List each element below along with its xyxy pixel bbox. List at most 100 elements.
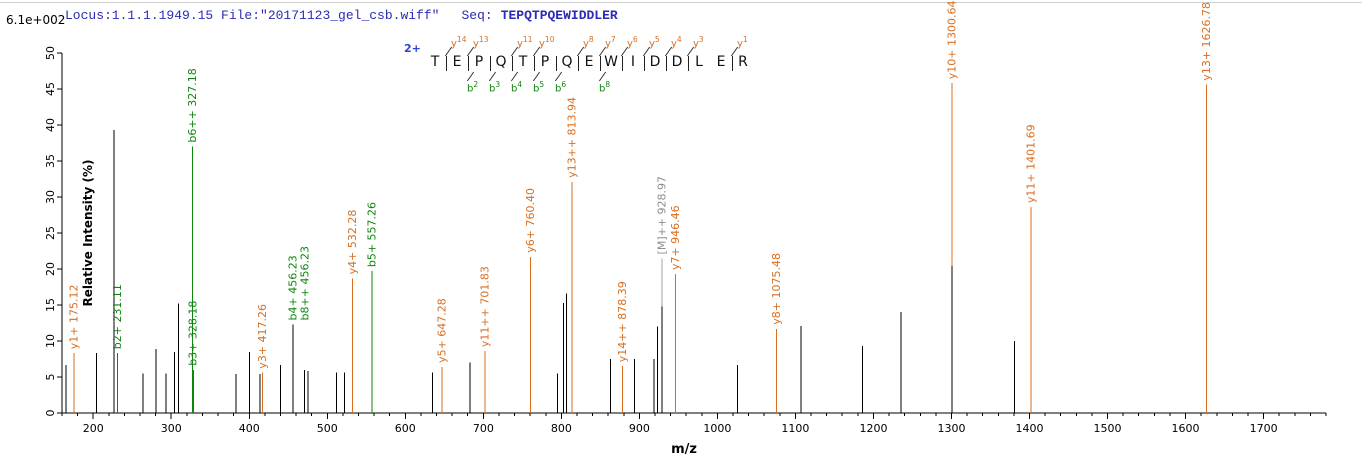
peak-label: b3+ 328.18 [187,301,200,366]
ladder-residue-I-10: I [630,54,636,70]
peptide-sequence-text: TEPQTPQEWIDDLER [500,8,618,23]
cleavage-bar [600,56,601,71]
x-tick-label: 1200 [859,422,887,435]
b8-ladder-label: b8 [599,80,611,95]
x-tick-label: 700 [473,422,494,435]
y13-ladder-label: y13 [473,35,489,50]
x-tick-label: 800 [551,422,572,435]
y-tick-label: 30 [44,190,57,204]
y-tick-label: 20 [44,262,57,276]
y7-ladder-label: y7 [605,35,616,50]
cleavage-bar [622,56,623,71]
cleavage-bar [556,56,557,71]
y-tick-label: 50 [44,46,57,60]
y-tick-label: 5 [44,374,57,381]
x-tick-label: 1600 [1172,422,1200,435]
cleavage-bar [732,56,733,71]
cleavage-bar [490,56,491,71]
x-tick-label: 1400 [1016,422,1044,435]
y8-ladder-label: y8 [583,35,594,50]
x-tick-label: 900 [629,422,650,435]
peak-label: y11+ 1401.69 [1024,124,1037,203]
peak-label: y5+ 647.28 [436,298,449,363]
x-tick-label: 400 [239,422,260,435]
ladder-residue-D-12: D [671,54,683,70]
cleavage-bar [644,56,645,71]
peak-label: y3+ 417.26 [256,304,269,369]
x-tick-label: 200 [83,422,104,435]
peak-label: y13++ 813.94 [566,97,579,178]
y-axis-title: Relative Intensity (%) [81,160,95,307]
ladder-residue-W-9: W [604,54,618,70]
y11-ladder-label: y11 [517,35,533,50]
peak-label: [M]++ 928.97 [655,176,668,255]
peak-label: b2+ 231.11 [111,284,124,349]
ladder-residue-P-3: P [474,54,484,70]
peak-label: b6++ 327.18 [186,68,199,142]
absolute-intensity-readout: 6.1e+002 [6,13,66,27]
ladder-residue-Q-7: Q [561,54,573,70]
x-axis-title: m/z [671,442,697,457]
cleavage-bar [688,56,689,71]
peak-labels: y1+ 175.12 b2+ 231.11 b6++ 327.18 b3+ 328.1… [67,1,1213,369]
b5-ladder-label: b5 [533,80,545,95]
peak-label: b4+ 456.23 [287,255,300,320]
peak-label: y13+ 1626.78 [1200,2,1213,81]
y3-ladder-label: y3 [693,35,704,50]
ladder-residue-T-5: T [518,54,528,70]
precursor-charge-label: 2+ [404,42,421,55]
ladder-residue-R-15: R [738,54,748,70]
x-tick-label: 500 [317,422,338,435]
b4-ladder-label: b4 [511,80,523,95]
ladder-residue-Q-4: Q [495,54,507,70]
cleavage-bar [446,56,447,71]
locus-file-text: Locus:1.1.1.1949.15 File:"20171123_gel_c… [65,8,440,23]
x-tick-label: 1500 [1094,422,1122,435]
b6-ladder-label: b6 [555,80,567,95]
y6-ladder-label: y6 [627,35,638,50]
cleavage-bar [534,56,535,71]
y-tick-label: 35 [44,154,57,168]
cleavage-bar [578,56,579,71]
peak-label: y4+ 532.28 [346,210,359,275]
x-tick-label: 1100 [781,422,809,435]
ladder-residue-P-6: P [540,54,550,70]
b2-ladder-label: b2 [467,80,479,95]
ladder-residue-L-13: L [695,54,703,70]
peak-label: b8++ 456.23 [299,246,312,320]
cleavage-bar [666,56,667,71]
y1-ladder-label: y1 [737,35,748,50]
b3-ladder-label: b3 [489,80,501,95]
y-tick-label: 0 [44,410,57,417]
peak-label: y6+ 760.40 [524,188,537,253]
peak-label: y10+ 1300.64 [945,1,958,80]
y14-ladder-label: y14 [451,35,467,50]
spectrum-header: Locus:1.1.1.1949.15 File:"20171123_gel_c… [65,8,618,23]
peak-label: b5+ 557.26 [365,202,378,267]
seq-label: Seq: [461,8,493,23]
ladder-residue-D-11: D [649,54,661,70]
peak-label: y8+ 1075.48 [770,253,783,325]
y5-ladder-label: y5 [649,35,660,50]
ladder-residue-E-8: E [584,54,594,70]
y10-ladder-label: y10 [539,35,555,50]
ladder-residue-E-14: E [716,54,726,70]
axes: 200 300 400 500 600 700 800 900 1000 1100 1200 1300… [44,46,1327,457]
x-tick-label: 1000 [703,422,731,435]
cleavage-bar [512,56,513,71]
peak-label: y11++ 701.83 [478,266,491,347]
y4-ladder-label: y4 [671,35,682,50]
x-tick-label: 600 [395,422,416,435]
ladder-residue-E-2: E [452,54,462,70]
x-tick-label: 300 [161,422,182,435]
x-tick-label: 1300 [937,422,965,435]
cleavage-bar [468,56,469,71]
peak-label: y14++ 878.39 [616,281,629,362]
y-tick-label: 10 [44,334,57,348]
peaks [65,83,1207,413]
ladder-residue-T-1: T [430,54,440,70]
window-border [0,2,1362,3]
x-tick-label: 1700 [1250,422,1278,435]
